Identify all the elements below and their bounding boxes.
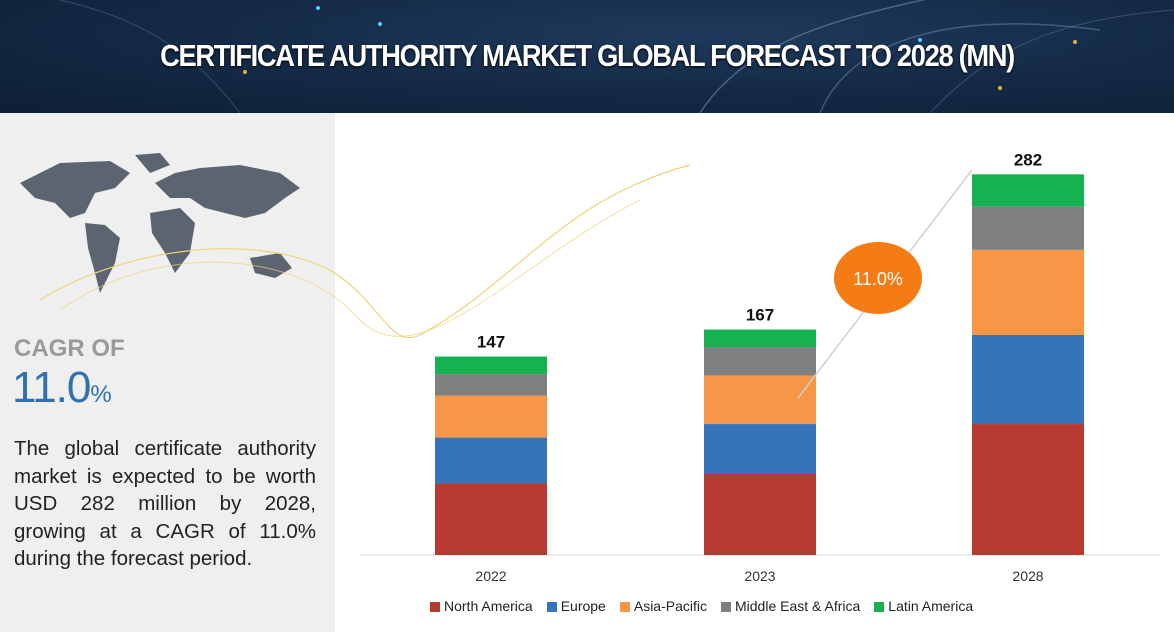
legend: North America Europe Asia-Pacific Middle Ea… — [430, 598, 973, 614]
header-banner: CERTIFICATE AUTHORITY MARKET GLOBAL FORE… — [0, 0, 1174, 113]
total-label: 147 — [477, 333, 505, 352]
bar-segment-middle-east-africa-2023 — [704, 347, 816, 376]
legend-item: North America — [430, 598, 533, 614]
x-tick-label: 2028 — [1012, 568, 1043, 584]
total-label: 282 — [1014, 150, 1042, 169]
legend-item: Asia-Pacific — [619, 598, 707, 614]
bar-segment-latin-america-2022 — [435, 356, 547, 375]
x-tick-label: 2023 — [744, 568, 775, 584]
cagr-badge — [834, 242, 922, 314]
legend-label: Europe — [560, 598, 606, 614]
bar-segment-europe-2022 — [435, 437, 547, 484]
cagr-number: 11.0 — [12, 363, 91, 412]
legend-swatch — [546, 602, 557, 612]
cagr-unit: % — [90, 381, 111, 408]
page-title: CERTIFICATE AUTHORITY MARKET GLOBAL FORE… — [160, 38, 1015, 73]
legend-item: Latin America — [874, 598, 973, 614]
bar-segment-latin-america-2028 — [972, 174, 1084, 207]
legend-swatch — [874, 602, 885, 612]
bar-segment-north-america-2028 — [972, 424, 1084, 555]
bar-segment-latin-america-2023 — [704, 329, 816, 348]
cagr-value: 11.0% — [12, 363, 112, 413]
bar-segment-asia-pacific-2028 — [972, 249, 1084, 335]
network-lines-decoration — [59, 0, 1174, 113]
bar-segment-middle-east-africa-2022 — [435, 374, 547, 396]
bar-segment-europe-2028 — [972, 334, 1084, 425]
cagr-label: CAGR OF — [14, 335, 125, 362]
summary-panel: CAGR OF 11.0% The global certificate aut… — [0, 113, 335, 632]
bar-segment-europe-2023 — [704, 424, 816, 474]
bar-segment-middle-east-africa-2028 — [972, 206, 1084, 250]
legend-label: Asia-Pacific — [633, 598, 707, 614]
total-label: 167 — [746, 306, 774, 325]
bar-segment-north-america-2023 — [704, 474, 816, 555]
legend-label: Middle East & Africa — [735, 598, 861, 614]
legend-label: North America — [444, 598, 533, 614]
bar-segment-north-america-2022 — [435, 483, 547, 555]
decorative-curve — [59, 199, 641, 337]
legend-swatch — [619, 602, 630, 612]
cagr-badge-text: 11.0% — [853, 269, 903, 289]
legend-label: Latin America — [888, 598, 974, 614]
legend-swatch — [721, 602, 731, 612]
decorative-curve — [39, 164, 691, 339]
legend-item: Middle East & Africa — [721, 598, 860, 614]
bar-segment-asia-pacific-2022 — [435, 395, 547, 438]
market-description: The global certificate authority market … — [14, 437, 316, 570]
bar-segment-asia-pacific-2023 — [704, 375, 816, 425]
x-tick-label: 2022 — [475, 568, 506, 584]
legend-item: Europe — [546, 598, 606, 614]
legend-swatch — [430, 602, 440, 612]
